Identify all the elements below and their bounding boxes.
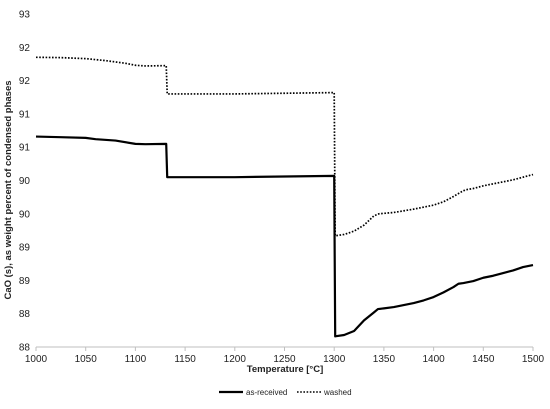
x-tick-label: 1500 — [522, 354, 545, 365]
y-tick-label: 88 — [19, 309, 31, 320]
x-tick-label: 1150 — [174, 354, 196, 365]
y-tick-label: 90 — [19, 176, 31, 187]
y-tick-label: 92 — [19, 76, 31, 87]
y-axis-ticks: 93 92 92 91 91 90 90 89 89 88 88 — [19, 10, 31, 354]
x-tick-label: 1250 — [273, 354, 296, 365]
x-tick-label: 1000 — [25, 354, 48, 365]
x-axis-ticks: 1000 1050 1100 1150 1200 1250 1300 1350 1400 1450… — [25, 347, 545, 365]
y-tick-label: 91 — [19, 109, 31, 120]
x-tick-label: 1100 — [125, 354, 147, 365]
x-tick-label: 1450 — [472, 354, 495, 365]
y-tick-label: 89 — [19, 276, 31, 287]
x-axis-title: Temperature [°C] — [247, 364, 323, 375]
legend-label-washed: washed — [323, 388, 352, 397]
y-tick-label: 88 — [19, 343, 31, 354]
y-tick-label: 90 — [19, 209, 31, 220]
y-tick-label: 92 — [19, 43, 31, 54]
y-axis-title: CaO (s), as weight percent of condensed … — [3, 80, 14, 299]
x-tick-label: 1350 — [373, 354, 396, 365]
legend: as-received washed — [219, 388, 352, 397]
legend-label-as-received: as-received — [246, 388, 287, 397]
series-line-as-received — [35, 135, 534, 338]
x-tick-label: 1400 — [422, 354, 445, 365]
series-layer — [35, 56, 534, 338]
y-tick-label: 93 — [19, 10, 31, 21]
y-tick-label: 89 — [19, 243, 31, 254]
x-tick-label: 1050 — [75, 354, 98, 365]
x-tick-label: 1300 — [323, 354, 346, 365]
y-tick-label: 91 — [19, 143, 31, 154]
x-tick-label: 1200 — [224, 354, 247, 365]
series-line-washed — [35, 56, 534, 237]
